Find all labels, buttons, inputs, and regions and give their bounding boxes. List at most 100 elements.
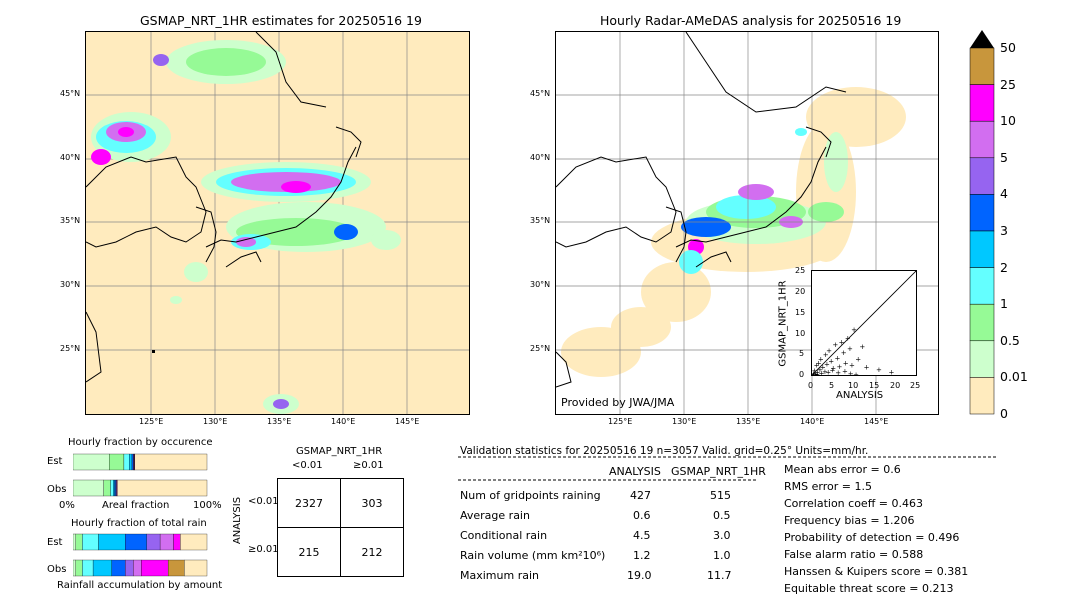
colorbar-segment — [969, 377, 995, 415]
contingency-cell: 2327 — [277, 478, 341, 528]
scatter-xtick-0: 0 — [808, 381, 814, 390]
stack-segment — [109, 453, 125, 471]
score-mae: Mean abs error = 0.6 — [784, 463, 901, 476]
right-rain-fields — [561, 87, 906, 377]
colorbar-segment — [969, 340, 995, 378]
colorbar-label: 0.5 — [1000, 332, 1020, 348]
left-map-svg — [86, 32, 469, 414]
scatter-xtick-4: 20 — [890, 381, 901, 390]
total-rain-bars — [73, 533, 208, 577]
scatter-point: + — [859, 343, 865, 351]
left-rain-fields — [91, 40, 401, 414]
scatter-xtick-3: 15 — [869, 381, 880, 390]
diagonal-reference-line — [811, 270, 917, 376]
score-rmse: RMS error = 1.5 — [784, 480, 872, 493]
stack-remainder — [184, 559, 208, 577]
contingency-cell: 303 — [340, 478, 404, 528]
validation-row-analysis: 1.2 — [633, 549, 651, 562]
stack-segment — [73, 479, 104, 497]
stack-segment — [92, 559, 113, 577]
colorbar-label: 3 — [1000, 223, 1008, 238]
scatter-point: + — [814, 362, 820, 370]
contingency-table: 2327 303 215 212 — [277, 478, 404, 577]
scatter-point: + — [841, 349, 847, 357]
right-lon-tick-4: 140°E — [800, 417, 825, 426]
scatter-xtick-2: 10 — [848, 381, 859, 390]
stack-segment — [113, 479, 115, 497]
right-lat-tick-2: 40°N — [530, 153, 551, 162]
stack-segment — [125, 559, 134, 577]
occurrence-row-est: Est — [47, 456, 63, 467]
left-lon-tick-1: 125°E — [139, 417, 164, 426]
left-map-title: GSMAP_NRT_1HR estimates for 20250516 19 — [140, 13, 422, 28]
validation-row-analysis: 427 — [630, 489, 651, 502]
contingency-title: GSMAP_NRT_1HR — [296, 446, 383, 457]
left-lon-tick-2: 130°E — [203, 417, 228, 426]
scatter-point: + — [817, 366, 823, 374]
contingency-cell: 215 — [277, 527, 341, 577]
scatter-point: + — [822, 368, 828, 375]
stack-remainder — [117, 479, 208, 497]
left-lat-tick-1: 45°N — [60, 89, 81, 98]
total-rain-row-obs: Obs — [47, 564, 67, 575]
stack-segment — [159, 533, 174, 551]
scatter-point: + — [876, 366, 882, 374]
scatter-point: + — [812, 367, 818, 375]
left-map — [85, 31, 470, 415]
stack-segment — [73, 533, 76, 551]
scatter-point: + — [843, 360, 849, 368]
validation-row-label: Num of gridpoints raining — [460, 489, 601, 502]
validation-row-analysis: 4.5 — [633, 529, 651, 542]
occurrence-row-obs: Obs — [47, 484, 67, 495]
total-rain-title: Hourly fraction of total rain — [71, 518, 207, 529]
validation-col-analysis: ANALYSIS — [609, 465, 661, 478]
scatter-point: + — [820, 364, 826, 372]
left-lat-tick-2: 40°N — [60, 153, 81, 162]
occurrence-bars — [73, 453, 208, 497]
colorbar-segment — [969, 84, 995, 122]
right-lon-tick-5: 145°E — [864, 417, 889, 426]
scatter-point: + — [849, 362, 855, 370]
stack-segment — [103, 479, 111, 497]
occurrence-axis-mid: Areal fraction — [102, 500, 170, 511]
scatter-point: + — [814, 370, 820, 375]
scatter-point: + — [839, 339, 845, 347]
scatter-ytick-3: 15 — [795, 308, 806, 317]
scatter-point: + — [829, 367, 835, 375]
right-lat-tick-4: 30°N — [530, 280, 551, 289]
occurrence-axis-right: 100% — [193, 500, 222, 511]
scatter-point: + — [819, 370, 825, 375]
colorbar-label: 2 — [1000, 259, 1008, 275]
right-lon-tick-1: 125°E — [608, 417, 633, 426]
colorbar-segment — [969, 303, 995, 342]
total-rain-row-est: Est — [47, 537, 63, 548]
right-lon-tick-3: 135°E — [736, 417, 761, 426]
colorbar-label: 50 — [1000, 40, 1016, 55]
validation-row-label: Rain volume (mm km²10⁶) — [460, 549, 606, 562]
scatter-point: + — [826, 347, 832, 355]
left-lat-tick-4: 30°N — [60, 280, 81, 289]
colorbar-label: 0 — [1000, 406, 1008, 421]
scatter-point: + — [845, 335, 851, 343]
validation-row-gsmap: 11.7 — [707, 569, 732, 582]
right-map-credit: Provided by JWA/JMA — [561, 396, 675, 409]
scatter-ytick-5: 25 — [795, 266, 806, 275]
validation-row-gsmap: 3.0 — [713, 529, 731, 542]
right-lon-tick-2: 130°E — [672, 417, 697, 426]
validation-row-gsmap: 1.0 — [713, 549, 731, 562]
scatter-ylabel: GSMAP_NRT_1HR — [777, 280, 789, 367]
scatter-inset: ++++++++++++++++++++++++++++++++++++++++ — [810, 270, 917, 380]
contingency-cell: 212 — [340, 527, 404, 577]
contingency-col-ge: ≥0.01 — [353, 460, 384, 471]
validation-col-gsmap: GSMAP_NRT_1HR — [671, 465, 766, 478]
scatter-point: + — [814, 369, 820, 375]
score-bias: Frequency bias = 1.206 — [784, 514, 915, 527]
colorbar-segment — [969, 230, 995, 268]
stack-segment — [111, 559, 126, 577]
colorbar-label: 0.01 — [1000, 369, 1028, 385]
scatter-point: + — [835, 369, 841, 375]
total-rain-footer: Rainfall accumulation by amount — [57, 580, 223, 591]
scatter-xtick-5: 25 — [910, 381, 921, 390]
score-pod: Probability of detection = 0.496 — [784, 531, 960, 544]
colorbar-segment — [969, 120, 995, 159]
